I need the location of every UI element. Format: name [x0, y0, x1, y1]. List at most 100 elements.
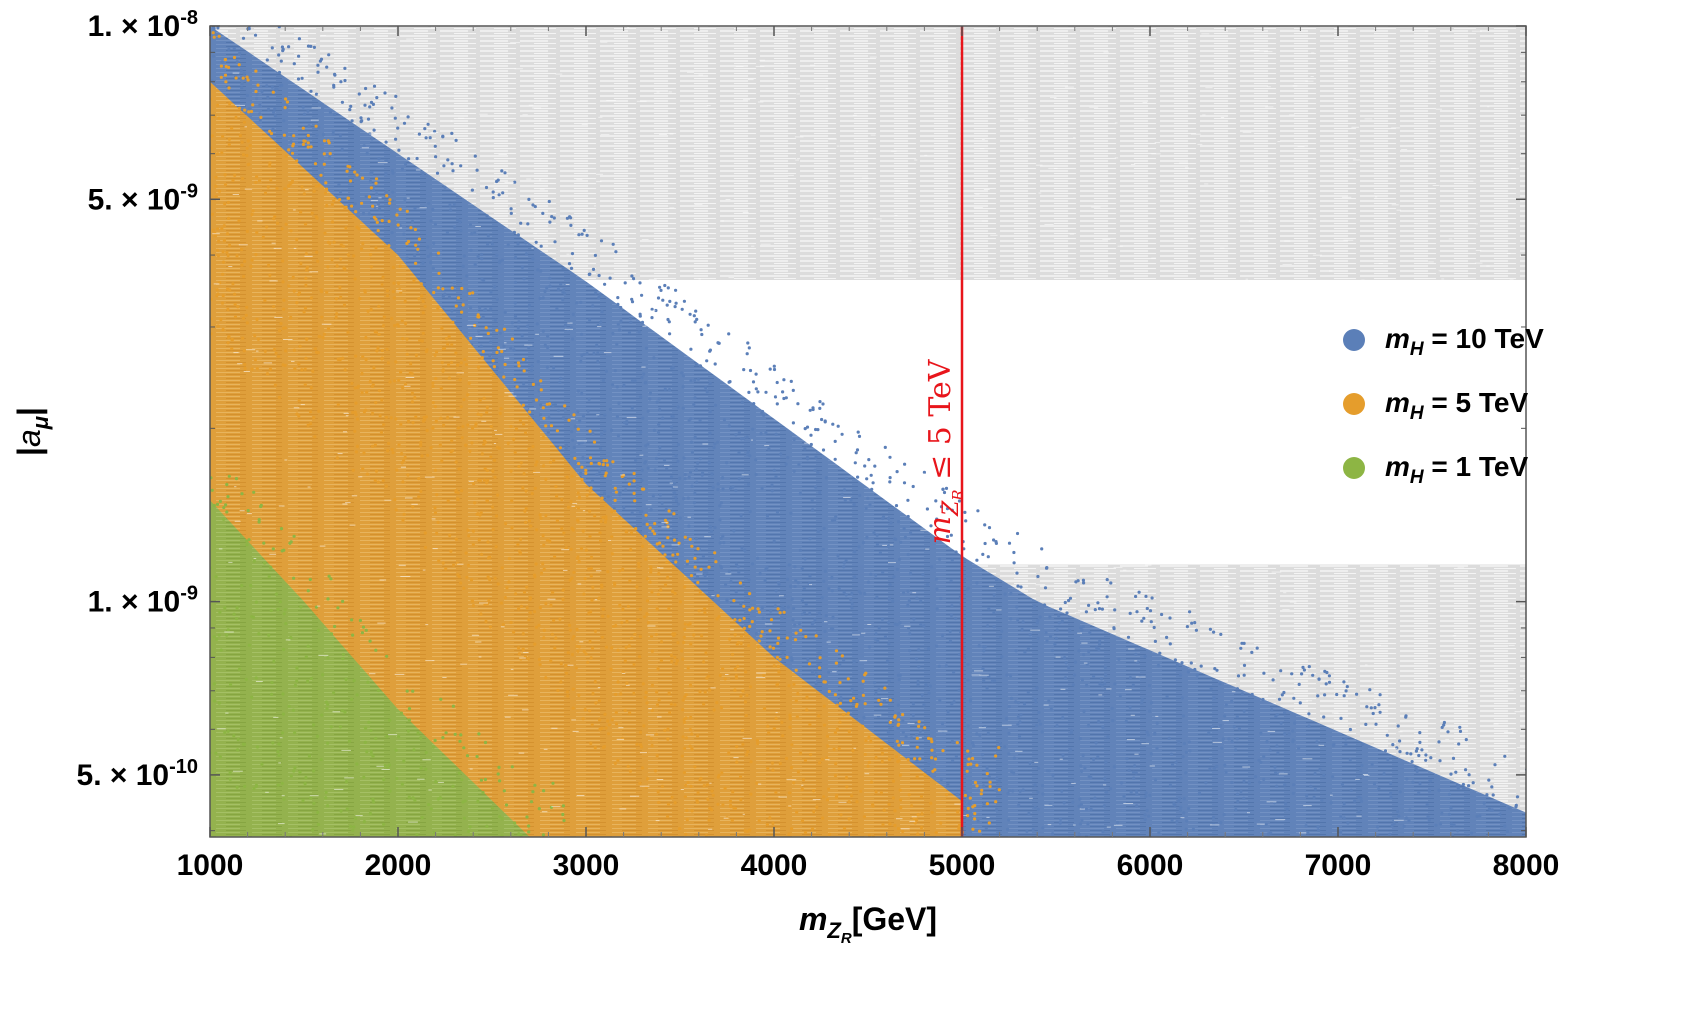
texture-gap	[442, 677, 447, 679]
data-point	[452, 202, 456, 206]
data-point	[593, 746, 597, 750]
data-point	[1143, 817, 1147, 822]
data-point	[376, 346, 380, 350]
data-point	[525, 324, 530, 328]
data-point	[1023, 650, 1027, 654]
data-point	[328, 241, 332, 245]
data-point	[537, 807, 541, 811]
data-point	[850, 606, 854, 610]
texture-gap	[1289, 601, 1297, 603]
y-axis-label: |aμ|	[11, 407, 53, 456]
data-point	[881, 570, 885, 575]
data-point	[747, 390, 751, 394]
texture-gap	[239, 510, 245, 512]
texture-gap	[669, 133, 674, 135]
data-point	[528, 611, 532, 615]
data-point	[415, 156, 419, 161]
data-point	[675, 659, 680, 663]
texture-gap	[1448, 238, 1453, 240]
data-point	[547, 199, 551, 204]
data-point	[234, 76, 238, 80]
data-point	[503, 362, 507, 367]
texture-gap	[647, 625, 656, 627]
texture-gap	[244, 126, 247, 128]
data-point	[1317, 677, 1321, 681]
data-point	[1306, 831, 1310, 835]
texture-gap	[310, 119, 319, 121]
data-point	[871, 803, 875, 807]
data-point	[531, 445, 535, 449]
data-point	[369, 253, 373, 257]
data-point	[977, 644, 981, 648]
data-point	[1147, 814, 1151, 818]
data-point	[347, 739, 352, 743]
data-point	[614, 692, 618, 697]
data-point	[737, 430, 741, 435]
texture-gap	[377, 622, 386, 624]
data-point	[1135, 804, 1139, 808]
data-point	[1167, 736, 1171, 741]
data-point	[1344, 737, 1348, 741]
data-point	[291, 275, 295, 279]
data-point	[279, 59, 283, 63]
data-point	[387, 441, 391, 445]
data-point	[639, 743, 643, 747]
data-point	[716, 802, 720, 806]
data-point	[614, 250, 618, 254]
data-point	[814, 455, 818, 459]
data-point	[497, 765, 501, 770]
data-point	[388, 198, 392, 202]
data-point	[899, 806, 903, 810]
texture-gap	[1410, 455, 1415, 457]
data-point	[681, 374, 686, 378]
data-point	[530, 368, 534, 373]
data-point	[896, 827, 901, 831]
data-point	[654, 308, 658, 313]
data-point	[385, 294, 390, 298]
data-point	[876, 639, 880, 643]
data-point	[403, 197, 407, 201]
data-point	[545, 538, 550, 542]
data-point	[217, 239, 221, 243]
data-point	[483, 602, 487, 607]
data-point	[354, 401, 358, 405]
data-point	[433, 405, 437, 409]
data-point	[732, 599, 736, 603]
data-point	[897, 743, 901, 747]
data-point	[315, 133, 319, 137]
data-point	[316, 734, 320, 738]
annotation-label: mZR ≤ 5 TeV	[923, 358, 967, 544]
texture-gap	[661, 522, 668, 524]
data-point	[1464, 738, 1468, 742]
data-point	[475, 754, 479, 759]
data-point	[633, 632, 637, 636]
texture-gap	[759, 59, 765, 61]
data-point	[901, 829, 905, 834]
data-point	[1313, 772, 1317, 776]
data-point	[682, 497, 686, 501]
data-point	[672, 512, 676, 516]
x-axis-label: mZR[GeV]	[799, 901, 937, 947]
data-point	[485, 602, 489, 606]
data-point	[768, 645, 772, 649]
data-point	[772, 664, 776, 668]
data-point	[790, 827, 794, 831]
legend-label: mH = 10 TeV	[1385, 323, 1544, 360]
data-point	[462, 586, 466, 590]
annotation-group: mZR ≤ 5 TeV	[923, 358, 967, 544]
data-point	[333, 624, 337, 629]
data-point	[396, 223, 400, 227]
data-point	[470, 599, 474, 603]
texture-gap	[1231, 691, 1236, 693]
data-point	[676, 552, 680, 556]
data-point	[739, 602, 743, 606]
data-point	[228, 102, 232, 106]
data-point	[603, 282, 607, 286]
data-point	[300, 76, 304, 80]
data-point	[650, 708, 654, 713]
data-point	[1019, 585, 1023, 589]
texture-gap	[952, 525, 961, 527]
data-point	[446, 342, 450, 346]
data-point	[646, 442, 650, 446]
data-point	[897, 722, 901, 726]
